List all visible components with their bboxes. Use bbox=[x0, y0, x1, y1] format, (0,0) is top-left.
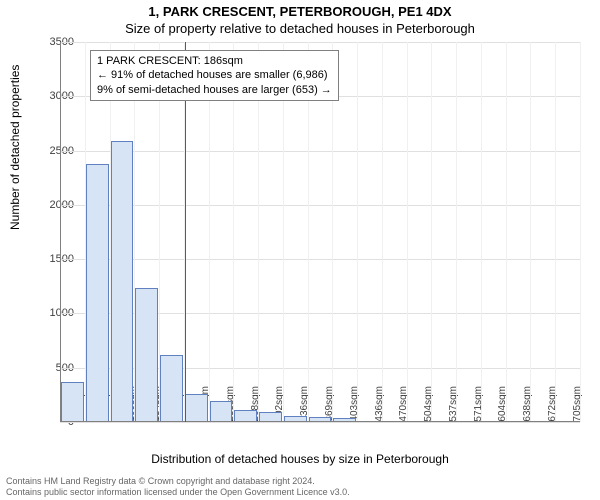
histogram-bar bbox=[135, 288, 158, 422]
gridline-h bbox=[60, 205, 580, 206]
gridline-v bbox=[407, 42, 408, 422]
gridline-h bbox=[60, 422, 580, 423]
histogram-bar bbox=[160, 355, 183, 422]
x-axis-label: Distribution of detached houses by size … bbox=[0, 452, 600, 466]
gridline-v bbox=[481, 42, 482, 422]
histogram-bar bbox=[210, 401, 233, 422]
gridline-v bbox=[456, 42, 457, 422]
histogram-bar bbox=[86, 164, 109, 422]
callout-line3: 9% of semi-detached houses are larger (6… bbox=[97, 83, 332, 97]
gridline-v bbox=[580, 42, 581, 422]
histogram-bar bbox=[111, 141, 134, 422]
footer-line1: Contains HM Land Registry data © Crown c… bbox=[6, 476, 350, 487]
y-axis-line bbox=[60, 42, 61, 422]
histogram-bar bbox=[61, 382, 84, 422]
gridline-h bbox=[60, 259, 580, 260]
chart-title-subtitle: Size of property relative to detached ho… bbox=[0, 19, 600, 36]
gridline-v bbox=[357, 42, 358, 422]
gridline-v bbox=[431, 42, 432, 422]
gridline-h bbox=[60, 151, 580, 152]
callout-box: 1 PARK CRESCENT: 186sqm ← 91% of detache… bbox=[90, 50, 339, 101]
histogram-bar bbox=[185, 394, 208, 422]
gridline-v bbox=[555, 42, 556, 422]
y-axis-label: Number of detached properties bbox=[8, 65, 22, 230]
footer-line2: Contains public sector information licen… bbox=[6, 487, 350, 498]
gridline-v bbox=[530, 42, 531, 422]
x-axis-line bbox=[60, 421, 580, 422]
callout-line2: ← 91% of detached houses are smaller (6,… bbox=[97, 68, 332, 82]
gridline-h bbox=[60, 42, 580, 43]
footer-attribution: Contains HM Land Registry data © Crown c… bbox=[6, 476, 350, 498]
chart-container: 1, PARK CRESCENT, PETERBOROUGH, PE1 4DX … bbox=[0, 0, 600, 500]
chart-title-address: 1, PARK CRESCENT, PETERBOROUGH, PE1 4DX bbox=[0, 0, 600, 19]
plot-area: 1 PARK CRESCENT: 186sqm ← 91% of detache… bbox=[60, 42, 580, 422]
callout-line1: 1 PARK CRESCENT: 186sqm bbox=[97, 54, 332, 68]
gridline-v bbox=[382, 42, 383, 422]
gridline-v bbox=[506, 42, 507, 422]
